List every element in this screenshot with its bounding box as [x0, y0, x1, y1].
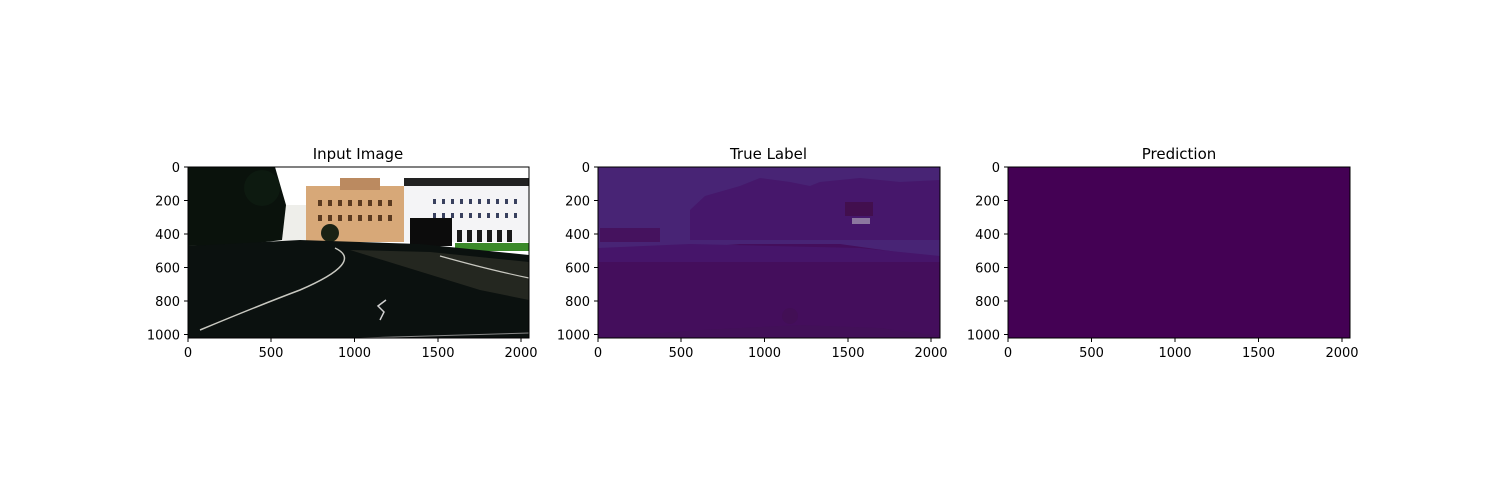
input-image — [187, 166, 530, 339]
panel-title: True Label — [729, 145, 807, 163]
x-tick-label: 2000 — [914, 346, 947, 361]
y-axis: 0 200 400 600 800 1000 — [557, 161, 598, 344]
x-tick-label: 0 — [184, 346, 192, 361]
y-tick-label: 400 — [155, 228, 180, 243]
x-axis: 0 500 1000 1500 2000 — [184, 338, 538, 361]
y-tick-label: 400 — [975, 228, 1000, 243]
y-tick-label: 600 — [155, 262, 180, 277]
y-tick-label: 200 — [565, 195, 590, 210]
y-tick-label: 1000 — [147, 329, 180, 344]
y-tick-label: 0 — [582, 161, 590, 176]
x-tick-label: 1500 — [831, 346, 864, 361]
y-tick-label: 800 — [565, 295, 590, 310]
x-axis: 0 500 1000 1500 2000 — [1004, 338, 1359, 361]
x-tick-label: 0 — [1004, 346, 1012, 361]
y-tick-label: 600 — [975, 262, 1000, 277]
x-tick-label: 500 — [669, 346, 694, 361]
y-tick-label: 400 — [565, 228, 590, 243]
x-tick-label: 1500 — [421, 346, 454, 361]
panel-title: Input Image — [313, 145, 404, 163]
y-tick-label: 800 — [975, 295, 1000, 310]
x-tick-label: 2000 — [504, 346, 537, 361]
y-tick-label: 0 — [992, 161, 1000, 176]
panel-prediction: Prediction 0 500 1000 1500 2000 0 200 — [967, 145, 1359, 361]
y-tick-label: 0 — [172, 161, 180, 176]
y-tick-label: 200 — [155, 195, 180, 210]
y-tick-label: 1000 — [557, 329, 590, 344]
panel-true-label: True Label — [557, 145, 948, 361]
y-tick-label: 1000 — [967, 329, 1000, 344]
y-tick-label: 800 — [155, 295, 180, 310]
y-tick-label: 200 — [975, 195, 1000, 210]
x-tick-label: 2000 — [1325, 346, 1358, 361]
x-tick-label: 1500 — [1242, 346, 1275, 361]
y-tick-label: 600 — [565, 262, 590, 277]
x-tick-label: 0 — [594, 346, 602, 361]
x-tick-label: 500 — [1079, 346, 1104, 361]
prediction-map — [1007, 166, 1351, 339]
x-tick-label: 1000 — [338, 346, 371, 361]
y-axis: 0 200 400 600 800 1000 — [147, 161, 188, 344]
true-label-map — [597, 166, 941, 339]
x-tick-label: 1000 — [1158, 346, 1191, 361]
x-tick-label: 500 — [259, 346, 284, 361]
y-axis: 0 200 400 600 800 1000 — [967, 161, 1008, 344]
x-axis: 0 500 1000 1500 2000 — [594, 338, 948, 361]
panel-input-image: Input Image — [147, 145, 538, 361]
panel-title: Prediction — [1142, 145, 1217, 163]
x-tick-label: 1000 — [748, 346, 781, 361]
